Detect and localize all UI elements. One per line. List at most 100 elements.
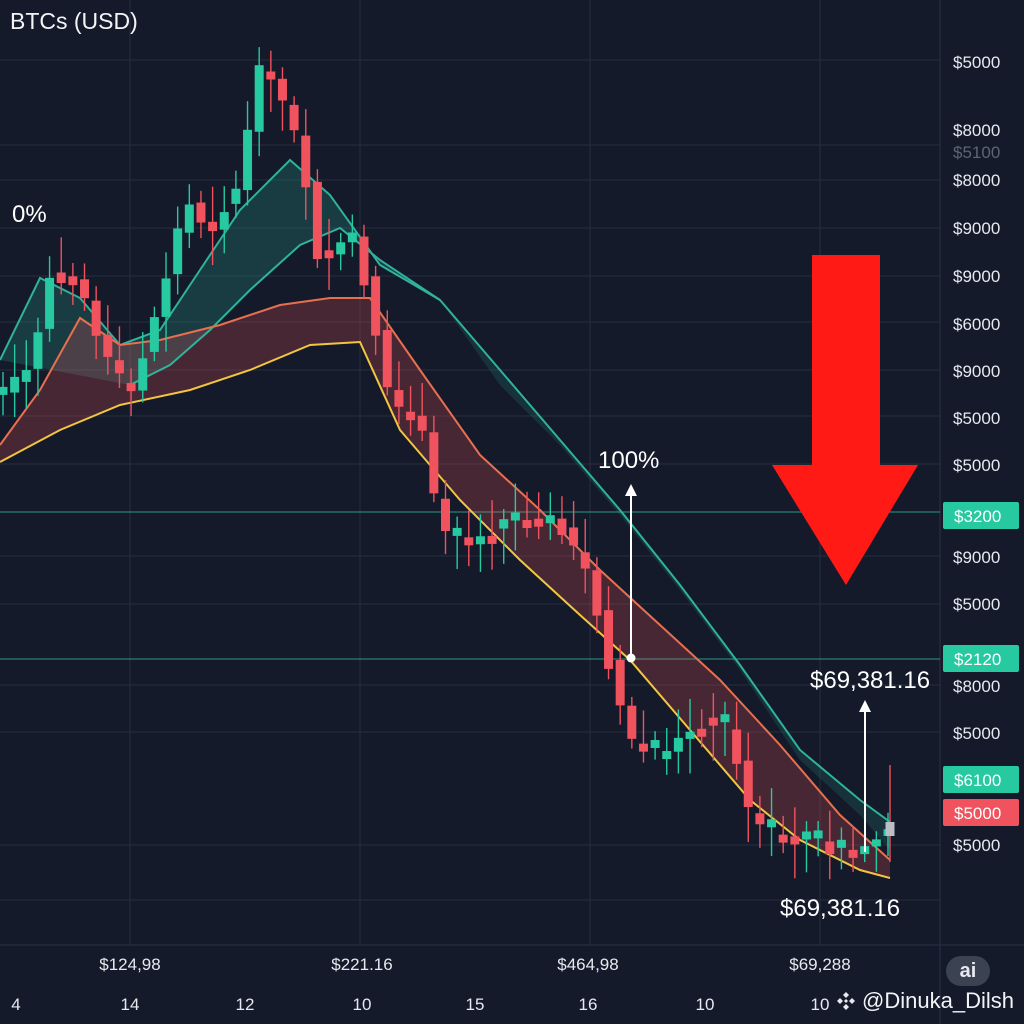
price-axis-label: $8000	[953, 121, 1000, 140]
x-tick-label: 15	[466, 995, 485, 1014]
candle-bear	[615, 659, 625, 706]
horizontal-price-lines	[0, 511, 940, 660]
candle-bear	[638, 743, 648, 752]
candle-bear	[825, 841, 835, 855]
ema-band-teal	[0, 160, 440, 385]
candle-bear	[277, 78, 287, 101]
measure-dot	[626, 653, 636, 663]
candle-bear	[534, 518, 544, 527]
down-arrow-icon	[772, 255, 918, 585]
candle-bear	[359, 236, 369, 286]
x-tick-label: 10	[811, 995, 830, 1014]
candle-bear	[790, 836, 800, 845]
candle-bull	[813, 830, 823, 839]
candle-current	[885, 822, 895, 836]
price-axis-label: $9000	[953, 548, 1000, 567]
candle-bull	[767, 819, 777, 828]
candle-bear	[91, 300, 101, 336]
candle-bear	[114, 360, 124, 374]
price-tag-box	[943, 645, 1019, 672]
candle-bull	[173, 228, 183, 275]
candle-bull	[184, 204, 194, 233]
candle-bear	[301, 135, 311, 188]
candle-bull	[0, 386, 8, 395]
candle-bull	[219, 212, 229, 230]
candle-bear	[417, 415, 427, 431]
candle-bull	[243, 129, 253, 191]
candle-bear	[487, 535, 497, 544]
candle-bear	[697, 728, 707, 737]
x-tick-label: 10	[696, 995, 715, 1014]
chart-title: BTCs (USD)	[10, 8, 138, 34]
price-axis-label: $9000	[953, 267, 1000, 286]
ema-line-orange	[0, 297, 891, 861]
watermark-text: @Dinuka_Dilsh	[862, 988, 1014, 1013]
candle-bull	[336, 242, 346, 255]
candle-bear	[743, 760, 753, 808]
candle-bull	[662, 751, 672, 760]
candle-bear	[441, 498, 450, 531]
candle-bear	[755, 813, 765, 825]
candle-bear	[406, 411, 416, 421]
annotation-label: 0%	[12, 201, 47, 228]
candle-bull	[231, 188, 241, 204]
price-axis-label: $5000	[953, 53, 1000, 72]
price-tag: $2120	[954, 650, 1001, 669]
candle-bull	[33, 332, 43, 369]
candle-bull	[45, 277, 55, 329]
candle-bear	[522, 520, 532, 529]
candle-bear	[266, 71, 276, 80]
candle-bear	[627, 705, 637, 739]
candle-bear	[196, 202, 206, 223]
price-tag-box	[943, 799, 1019, 826]
x-tick-label: 10	[353, 995, 372, 1014]
x-tick-label: 14	[121, 995, 140, 1014]
x-value-label: $221.16	[331, 955, 392, 974]
x-tick-label: 4	[11, 995, 20, 1014]
price-axis: $5000 $8000 $5100 $8000 $9000 $9000 $6000 $9000…	[943, 53, 1019, 855]
candle-bull	[871, 839, 881, 847]
candle-bear	[557, 518, 567, 536]
price-axis-label: $5000	[953, 836, 1000, 855]
candle-bull	[10, 376, 20, 393]
candle-bear	[312, 181, 322, 260]
price-axis-label: $8000	[953, 677, 1000, 696]
watermark: @Dinuka_Dilsh	[836, 988, 1014, 1014]
x-tick-label: 16	[579, 995, 598, 1014]
candle-bull	[685, 731, 695, 739]
candle-bear	[56, 272, 66, 284]
candle-bear	[208, 221, 218, 232]
candles[interactable]	[0, 47, 895, 880]
ema-band-red	[0, 298, 890, 878]
price-axis-label: $8000	[953, 171, 1000, 190]
price-tag-box	[943, 502, 1019, 529]
candle-bear	[592, 570, 602, 616]
candle-bear	[371, 276, 381, 336]
candle-bull	[650, 740, 660, 749]
chart-annotations: 0% 100% $69,381.16 $69,381.16	[12, 201, 930, 922]
price-axis-label: $5100	[953, 143, 1000, 162]
x-tick-label: 12	[236, 995, 255, 1014]
candle-bear	[429, 432, 439, 494]
candle-bull	[21, 370, 31, 382]
annotation-label: 100%	[598, 447, 659, 474]
candle-bull	[475, 536, 485, 545]
candle-bull	[545, 515, 555, 524]
binance-logo-icon	[837, 992, 856, 1010]
candle-bear	[464, 537, 474, 546]
ema-bands	[0, 158, 891, 879]
ema-band-teal-lower	[440, 300, 890, 850]
x-value-label: $69,288	[789, 955, 850, 974]
price-axis-label: $5000	[953, 724, 1000, 743]
candle-bear	[126, 383, 136, 392]
candle-bear	[732, 729, 742, 764]
candle-bear	[382, 329, 392, 388]
candle-bull	[347, 232, 357, 243]
time-axis: $124,98 $221.16 $464,98 $69,288 4 14 12 10 15 16 1…	[11, 955, 850, 1014]
candle-bull	[161, 278, 171, 317]
candle-bear	[80, 279, 90, 299]
candle-bull	[138, 358, 148, 391]
price-tag: $6100	[954, 771, 1001, 790]
arrow-up-icon	[859, 700, 871, 712]
